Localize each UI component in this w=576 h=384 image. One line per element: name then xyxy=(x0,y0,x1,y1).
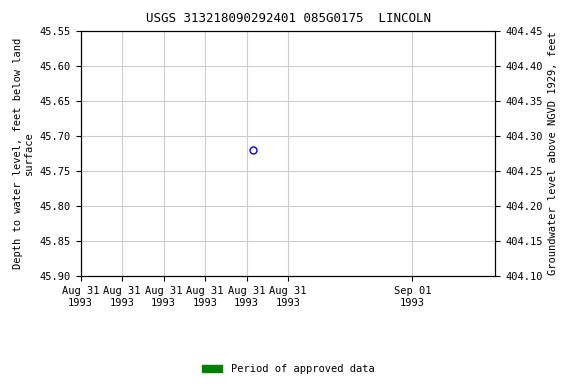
Y-axis label: Depth to water level, feet below land
surface: Depth to water level, feet below land su… xyxy=(13,38,34,269)
Legend: Period of approved data: Period of approved data xyxy=(202,364,374,374)
Title: USGS 313218090292401 085G0175  LINCOLN: USGS 313218090292401 085G0175 LINCOLN xyxy=(146,12,430,25)
Y-axis label: Groundwater level above NGVD 1929, feet: Groundwater level above NGVD 1929, feet xyxy=(548,32,558,275)
